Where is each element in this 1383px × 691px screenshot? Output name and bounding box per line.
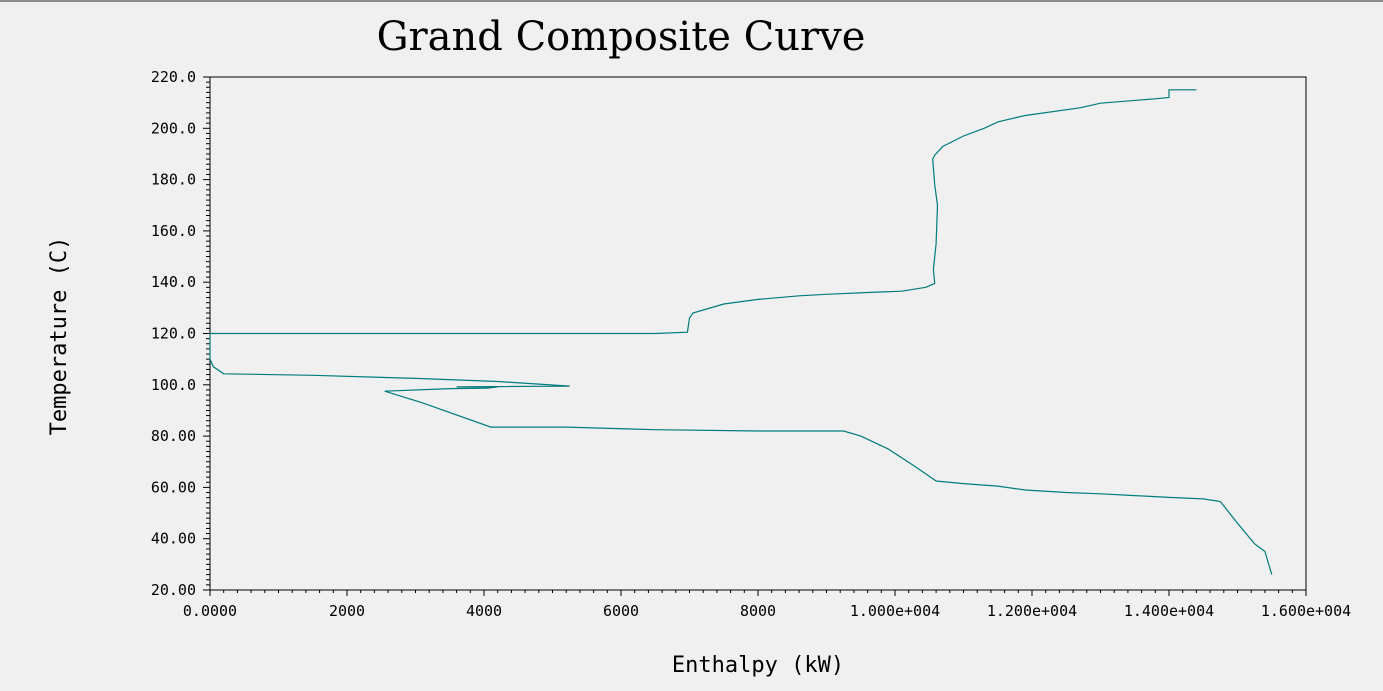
- x-tick-label: 1.600e+004: [1261, 602, 1351, 620]
- y-tick-label: 180.0: [151, 171, 196, 189]
- x-axis-label: Enthalpy (kW): [672, 653, 844, 678]
- y-tick-label: 20.00: [151, 581, 196, 599]
- y-tick-label: 40.00: [151, 530, 196, 548]
- x-tick-label: 2000: [329, 602, 365, 620]
- y-axis-label: Temperature (C): [47, 237, 72, 436]
- x-tick-label: 8000: [740, 602, 776, 620]
- y-tick-label: 140.0: [151, 273, 196, 291]
- x-tick-label: 1.200e+004: [987, 602, 1077, 620]
- y-tick-label: 200.0: [151, 119, 196, 137]
- y-tick-label: 80.00: [151, 427, 196, 445]
- x-tick-label: 1.400e+004: [1124, 602, 1214, 620]
- y-tick-label: 220.0: [151, 68, 196, 86]
- x-tick-label: 0.0000: [183, 602, 237, 620]
- y-axis: 20.00 40.00 60.00 80.00 100.0 120.0 140.0 160.0…: [151, 68, 210, 599]
- x-tick-label: 6000: [603, 602, 639, 620]
- y-tick-label: 60.00: [151, 478, 196, 496]
- x-tick-label: 1.000e+004: [850, 602, 940, 620]
- y-tick-label: 100.0: [151, 376, 196, 394]
- chart-title: Grand Composite Curve: [377, 14, 866, 60]
- gcc-series-line: [209, 89, 1273, 575]
- x-tick-label: 4000: [466, 602, 502, 620]
- x-axis: 0.0000 2000 4000 6000 8000 1.000e+004 1.200e+0…: [183, 590, 1351, 620]
- y-tick-label: 120.0: [151, 325, 196, 343]
- y-tick-label: 160.0: [151, 222, 196, 240]
